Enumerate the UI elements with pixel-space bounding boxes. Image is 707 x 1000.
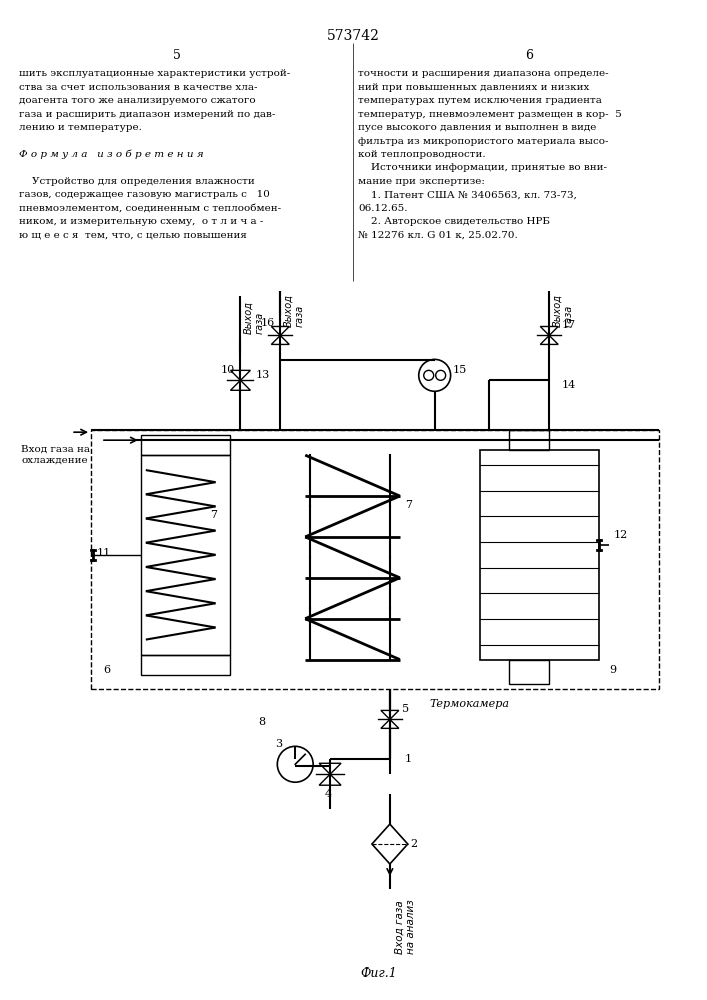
Bar <box>509 430 549 450</box>
Text: 14: 14 <box>561 380 575 390</box>
Text: 7: 7 <box>211 510 218 520</box>
Text: шить эксплуатационные характеристики устрой-: шить эксплуатационные характеристики уст… <box>19 69 291 78</box>
Text: 5: 5 <box>173 49 180 62</box>
Polygon shape <box>319 774 341 785</box>
Bar <box>141 455 230 655</box>
Text: пусе высокого давления и выполнен в виде: пусе высокого давления и выполнен в виде <box>358 123 597 132</box>
Text: 1. Патент США № 3406563, кл. 73-73,: 1. Патент США № 3406563, кл. 73-73, <box>358 190 577 199</box>
Text: Фиг.1: Фиг.1 <box>360 967 397 980</box>
Text: 1: 1 <box>405 754 412 764</box>
Polygon shape <box>271 335 289 344</box>
Bar <box>509 660 549 684</box>
Text: лению и температуре.: лению и температуре. <box>19 123 142 132</box>
Text: 6: 6 <box>103 665 110 675</box>
Text: ю щ е е с я  тем, что, с целью повышения: ю щ е е с я тем, что, с целью повышения <box>19 231 247 240</box>
Text: газов, содержащее газовую магистраль с   10: газов, содержащее газовую магистраль с 1… <box>19 190 270 199</box>
Polygon shape <box>271 326 289 335</box>
Text: 4: 4 <box>325 789 332 799</box>
Polygon shape <box>540 335 559 344</box>
Text: газа и расширить диапазон измерений по дав-: газа и расширить диапазон измерений по д… <box>19 110 276 119</box>
Text: 573742: 573742 <box>327 29 380 43</box>
Text: 8: 8 <box>258 717 266 727</box>
Text: Выход
газа: Выход газа <box>243 301 265 334</box>
Text: точности и расширения диапазона определе-: точности и расширения диапазона определе… <box>358 69 609 78</box>
Text: Источники информации, принятые во вни-: Источники информации, принятые во вни- <box>358 163 607 172</box>
Text: 10: 10 <box>221 365 235 375</box>
Text: Ф о р м у л а   и з о б р е т е н и я: Ф о р м у л а и з о б р е т е н и я <box>19 150 204 159</box>
Text: кой теплопроводности.: кой теплопроводности. <box>358 150 486 159</box>
Text: 16: 16 <box>260 318 274 328</box>
Text: 9: 9 <box>609 665 616 675</box>
Text: 3: 3 <box>275 739 282 749</box>
Text: 11: 11 <box>97 548 111 558</box>
Text: Выход
газа: Выход газа <box>552 294 574 327</box>
Polygon shape <box>381 719 399 728</box>
Text: 12: 12 <box>614 530 629 540</box>
Text: ником, и измерительную схему,  о т л и ч а -: ником, и измерительную схему, о т л и ч … <box>19 217 264 226</box>
Text: 13: 13 <box>255 370 269 380</box>
Polygon shape <box>319 763 341 774</box>
Text: температур, пневмоэлемент размещен в кор-  5: температур, пневмоэлемент размещен в кор… <box>358 110 621 119</box>
Text: 2: 2 <box>410 839 417 849</box>
Text: № 12276 кл. G 01 к, 25.02.70.: № 12276 кл. G 01 к, 25.02.70. <box>358 231 518 240</box>
Polygon shape <box>372 824 408 864</box>
Text: мание при экспертизе:: мание при экспертизе: <box>358 177 485 186</box>
Text: Термокамера: Термокамера <box>430 699 510 709</box>
Text: Вход газа
на анализ: Вход газа на анализ <box>395 899 416 954</box>
Text: 7: 7 <box>405 500 411 510</box>
Polygon shape <box>230 370 250 380</box>
Text: доагента того же анализируемого сжатого: доагента того же анализируемого сжатого <box>19 96 256 105</box>
Bar <box>479 450 599 660</box>
Text: 15: 15 <box>452 365 467 375</box>
Polygon shape <box>540 326 559 335</box>
Bar <box>141 435 230 455</box>
Text: 06.12.65.: 06.12.65. <box>358 204 407 213</box>
Text: Устройство для определения влажности: Устройство для определения влажности <box>19 177 255 186</box>
Text: пневмоэлементом, соединенным с теплообмен-: пневмоэлементом, соединенным с теплообме… <box>19 204 281 213</box>
Text: 2. Авторское свидетельство НРБ: 2. Авторское свидетельство НРБ <box>358 217 550 226</box>
Text: температурах путем исключения градиента: температурах путем исключения градиента <box>358 96 602 105</box>
Text: 6: 6 <box>525 49 533 62</box>
Text: ства за счет использования в качестве хла-: ства за счет использования в качестве хл… <box>19 83 258 92</box>
Text: 17: 17 <box>561 320 575 330</box>
Bar <box>91 430 659 689</box>
Text: 5: 5 <box>402 704 409 714</box>
Text: Выход
газа: Выход газа <box>284 294 305 327</box>
Text: ний при повышенных давлениях и низких: ний при повышенных давлениях и низких <box>358 83 590 92</box>
Text: Вход газа на
охлаждение: Вход газа на охлаждение <box>21 445 90 465</box>
Polygon shape <box>381 710 399 719</box>
Polygon shape <box>230 380 250 390</box>
Text: фильтра из микропористого материала высо-: фильтра из микропористого материала высо… <box>358 137 609 146</box>
Bar <box>141 655 230 675</box>
